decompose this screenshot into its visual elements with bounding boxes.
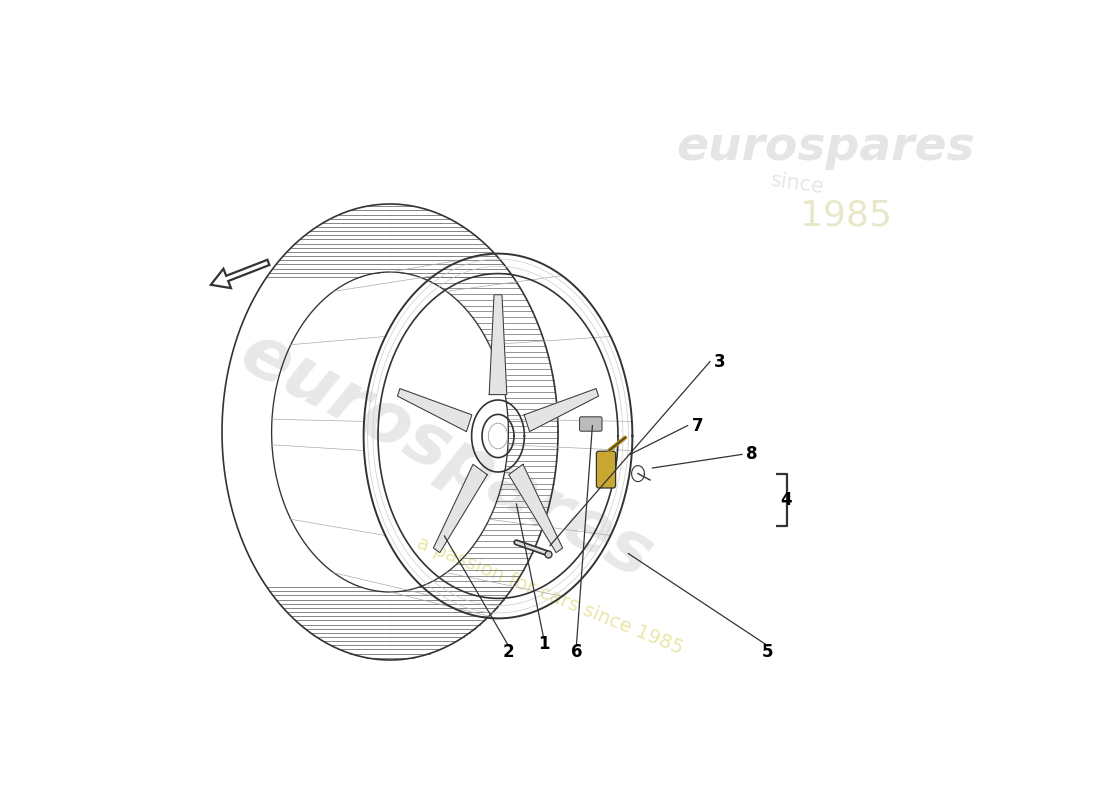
Text: 8: 8 bbox=[746, 446, 757, 463]
Text: 3: 3 bbox=[714, 353, 725, 370]
Polygon shape bbox=[397, 389, 472, 431]
FancyBboxPatch shape bbox=[580, 417, 602, 431]
Text: 2: 2 bbox=[503, 643, 514, 661]
Text: eurospares: eurospares bbox=[228, 318, 663, 594]
Polygon shape bbox=[525, 389, 598, 431]
Text: 1985: 1985 bbox=[800, 199, 892, 233]
Polygon shape bbox=[490, 294, 507, 394]
Text: a passion for cars since 1985: a passion for cars since 1985 bbox=[414, 534, 686, 658]
Text: 4: 4 bbox=[780, 491, 792, 509]
Polygon shape bbox=[508, 464, 562, 553]
Text: 5: 5 bbox=[762, 643, 773, 661]
FancyBboxPatch shape bbox=[596, 451, 616, 488]
FancyArrow shape bbox=[211, 260, 270, 288]
Text: 7: 7 bbox=[692, 417, 704, 434]
Text: 6: 6 bbox=[571, 643, 582, 661]
Text: 1: 1 bbox=[538, 635, 549, 653]
Text: eurospares: eurospares bbox=[676, 126, 976, 170]
Polygon shape bbox=[433, 464, 487, 553]
Text: since: since bbox=[770, 170, 826, 198]
